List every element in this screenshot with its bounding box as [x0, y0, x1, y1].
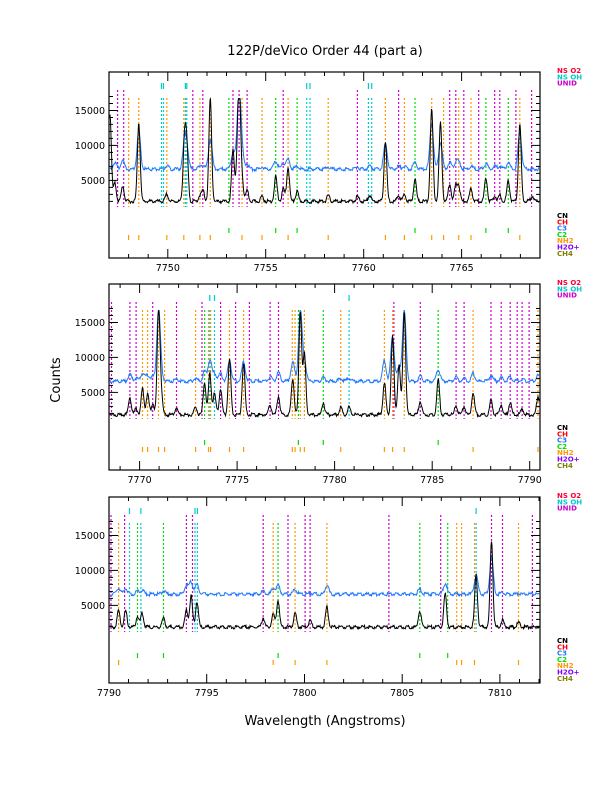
- legend-top-ns-oh: NS OH: [557, 498, 582, 506]
- legend-top-ns-o2: NS O2: [557, 279, 581, 287]
- plot-frame: [108, 71, 541, 259]
- legend-bottom-h2o-: H2O+: [557, 669, 580, 677]
- legend-top-ns-o2: NS O2: [557, 492, 581, 500]
- plot-frame: [108, 283, 541, 471]
- legend-bottom-cn: CN: [557, 424, 568, 432]
- spectrum-black: [109, 97, 540, 205]
- x-tick-label: 7805: [390, 688, 414, 699]
- legend-bottom-nh2: NH2: [557, 662, 574, 670]
- legend-top-unid: UNID: [557, 80, 577, 88]
- x-tick-label: 7790: [518, 475, 542, 486]
- x-tick-label: 7785: [420, 475, 444, 486]
- y-tick-label: 5000: [81, 388, 105, 399]
- y-tick-label: 10000: [75, 141, 105, 152]
- legend-top-ns-o2: NS O2: [557, 67, 581, 75]
- spectrum-black: [109, 310, 540, 418]
- x-tick-label: 7790: [97, 688, 121, 699]
- legend-bottom-c2: C2: [557, 231, 567, 239]
- legend-bottom-cn: CN: [557, 637, 568, 645]
- x-tick-label: 7775: [225, 475, 249, 486]
- legend-bottom-ch: CH: [557, 430, 568, 438]
- x-tick-label: 7755: [254, 263, 278, 274]
- legend-bottom-c2: C2: [557, 443, 567, 451]
- y-axis-label: Counts: [49, 357, 64, 403]
- legend-top-ns-oh: NS OH: [557, 285, 582, 293]
- y-tick-label: 10000: [75, 566, 105, 577]
- spectrum-blue: [109, 309, 540, 385]
- x-axis-label: Wavelength (Angstroms): [244, 714, 405, 729]
- x-tick-label: 7795: [195, 688, 219, 699]
- y-tick-label: 15000: [75, 318, 105, 329]
- y-tick-label: 5000: [81, 601, 105, 612]
- legend-bottom-ch4: CH4: [557, 675, 573, 683]
- chart-title: 122P/deVico Order 44 (part a): [227, 44, 422, 59]
- spectrum-black: [109, 541, 540, 631]
- y-tick-label: 15000: [75, 531, 105, 542]
- y-tick-label: 15000: [75, 106, 105, 117]
- x-tick-label: 7770: [128, 475, 152, 486]
- legend-bottom-ch4: CH4: [557, 250, 573, 258]
- legend-bottom-c3: C3: [557, 650, 567, 658]
- legend-top-ns-oh: NS OH: [557, 73, 582, 81]
- x-tick-label: 7800: [292, 688, 316, 699]
- x-tick-label: 7765: [450, 263, 474, 274]
- legend-bottom-nh2: NH2: [557, 449, 574, 457]
- legend-bottom-c3: C3: [557, 437, 567, 445]
- legend-bottom-c2: C2: [557, 656, 567, 664]
- legend-bottom-ch: CH: [557, 218, 568, 226]
- spectrum-blue: [109, 556, 540, 598]
- legend-top-unid: UNID: [557, 292, 577, 300]
- legend-bottom-nh2: NH2: [557, 237, 574, 245]
- legend-bottom-h2o-: H2O+: [557, 244, 580, 252]
- spectrum-blue: [109, 98, 540, 173]
- legend-top-unid: UNID: [557, 505, 577, 513]
- legend-bottom-c3: C3: [557, 225, 567, 233]
- y-tick-label: 5000: [81, 176, 105, 187]
- x-tick-label: 7760: [352, 263, 376, 274]
- legend-bottom-h2o-: H2O+: [557, 456, 580, 464]
- legend-bottom-ch4: CH4: [557, 462, 573, 470]
- legend-bottom-ch: CH: [557, 643, 568, 651]
- x-tick-label: 7780: [323, 475, 347, 486]
- x-tick-label: 7810: [488, 688, 512, 699]
- legend-bottom-cn: CN: [557, 212, 568, 220]
- x-tick-label: 7750: [156, 263, 180, 274]
- y-tick-label: 10000: [75, 353, 105, 364]
